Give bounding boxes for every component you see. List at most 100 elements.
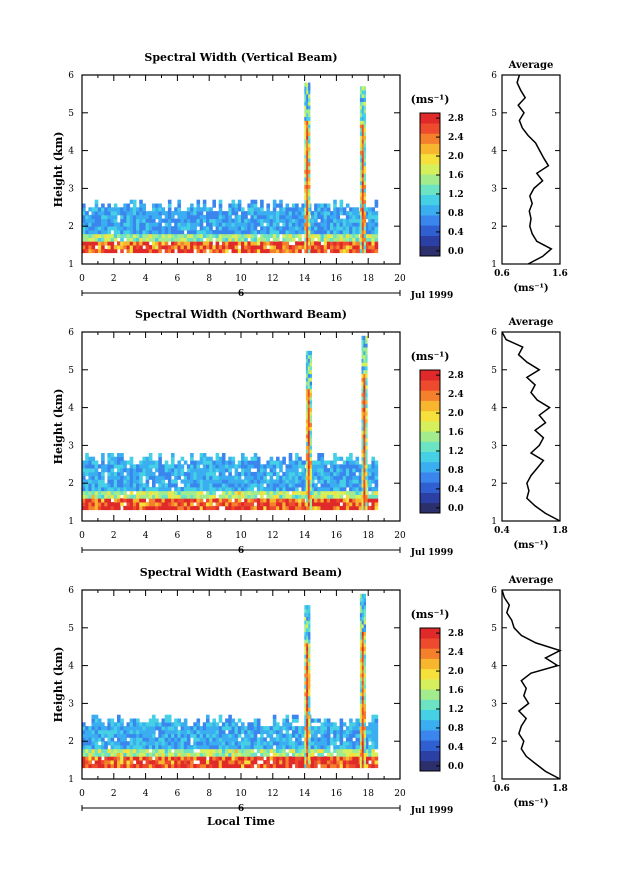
heatmap-cell — [363, 639, 366, 644]
heatmap-cell — [158, 726, 162, 731]
heatmap-cell — [330, 487, 334, 492]
heatmap-cell — [307, 381, 311, 386]
heatmap-cell — [190, 248, 194, 254]
heatmap-cell — [269, 505, 274, 511]
heatmap-cell — [323, 487, 328, 492]
heatmap-cell — [311, 222, 315, 227]
heatmap-cell — [225, 745, 229, 750]
heatmap-cell — [231, 490, 236, 495]
heatmap-cell — [301, 464, 305, 469]
heatmap-cell — [107, 494, 111, 499]
heatmap-cell — [247, 752, 251, 757]
heatmap-cell — [221, 471, 226, 477]
heatmap-cell — [285, 487, 290, 492]
heatmap-cell — [158, 722, 162, 727]
heatmap-cell — [305, 407, 309, 412]
heatmap-cell — [177, 214, 181, 220]
heatmap-cell — [361, 707, 365, 712]
colorbar-tick-label: 2.8 — [448, 629, 464, 639]
heatmap-cell — [120, 490, 124, 495]
heatmap-cell — [164, 494, 169, 499]
chart-title: Spectral Width (Eastward Beam) — [140, 566, 342, 579]
heatmap-cell — [241, 222, 245, 227]
heatmap-cell — [202, 475, 207, 480]
heatmap-cell — [186, 230, 191, 235]
heatmap-cell — [167, 714, 172, 719]
heatmap-cell — [279, 494, 283, 499]
heatmap-cell — [361, 498, 364, 503]
heatmap-cell — [212, 748, 216, 753]
heatmap-cell — [171, 214, 175, 220]
heatmap-cell — [306, 654, 309, 659]
heatmap-cell — [368, 226, 372, 231]
heatmap-cell — [301, 230, 305, 235]
x-tick-label: 12 — [267, 789, 278, 799]
heatmap-cell — [363, 453, 366, 458]
heatmap-cell — [282, 207, 286, 212]
heatmap-cell — [123, 494, 127, 499]
heatmap-cell — [167, 207, 172, 212]
heatmap-cell — [85, 490, 89, 495]
heatmap-cell — [190, 453, 194, 458]
heatmap-cell — [320, 248, 325, 254]
heatmap-cell — [82, 487, 86, 492]
heatmap-cell — [349, 729, 353, 735]
heatmap-cell — [237, 233, 242, 238]
heatmap-cell — [352, 741, 356, 746]
heatmap-cell — [272, 737, 277, 742]
heatmap-cell — [196, 745, 201, 750]
heatmap-cell — [260, 726, 264, 731]
heatmap-cell — [308, 112, 311, 117]
heatmap-cell — [320, 214, 325, 220]
heatmap-cell — [123, 483, 127, 488]
heatmap-cell — [308, 139, 311, 144]
heatmap-cell — [355, 763, 360, 769]
heatmap-cell — [330, 729, 334, 735]
heatmap-cell — [152, 475, 156, 480]
heatmap-cell — [91, 222, 96, 227]
heatmap-cell — [363, 192, 366, 197]
heatmap-cell — [282, 211, 286, 216]
heatmap-cell — [145, 752, 150, 757]
heatmap-cell — [282, 505, 286, 511]
heatmap-cell — [282, 745, 286, 750]
heatmap-cell — [295, 460, 299, 465]
heatmap-cell — [142, 756, 146, 761]
heatmap-cell — [101, 233, 105, 238]
heatmap-cell — [117, 460, 121, 465]
heatmap-cell — [361, 471, 364, 477]
heatmap-cell — [305, 381, 309, 386]
heatmap-cell — [272, 468, 277, 473]
heatmap-cell — [221, 729, 226, 735]
heatmap-cell — [177, 218, 181, 223]
heatmap-cell — [256, 741, 261, 746]
heatmap-cell — [282, 760, 286, 765]
heatmap-cell — [136, 218, 140, 223]
heatmap-cell — [183, 726, 188, 731]
heatmap-cell — [183, 722, 188, 727]
heatmap-cell — [193, 756, 197, 761]
heatmap-cell — [352, 248, 356, 254]
heatmap-cell — [305, 445, 309, 450]
heatmap-cell — [186, 233, 191, 238]
heatmap-cell — [148, 233, 153, 238]
heatmap-cell — [196, 498, 201, 503]
heatmap-cell — [361, 726, 365, 731]
heatmap-cell — [330, 237, 334, 242]
heatmap-cell — [199, 748, 204, 753]
heatmap-cell — [209, 479, 213, 484]
heatmap-cell — [171, 230, 175, 235]
heatmap-cell — [91, 230, 96, 235]
heatmap-cell — [371, 226, 375, 231]
heatmap-cell — [167, 729, 172, 735]
heatmap-cell — [320, 505, 325, 511]
heatmap-cell — [304, 116, 307, 121]
heatmap-cell — [260, 199, 264, 204]
heatmap-cell — [126, 494, 131, 499]
heatmap-cell — [349, 471, 353, 477]
heatmap-cell — [196, 464, 201, 469]
heatmap-cell — [266, 505, 270, 511]
heatmap-cell — [314, 733, 318, 738]
colorbar-segment — [420, 750, 440, 762]
heatmap-cell — [308, 756, 311, 761]
